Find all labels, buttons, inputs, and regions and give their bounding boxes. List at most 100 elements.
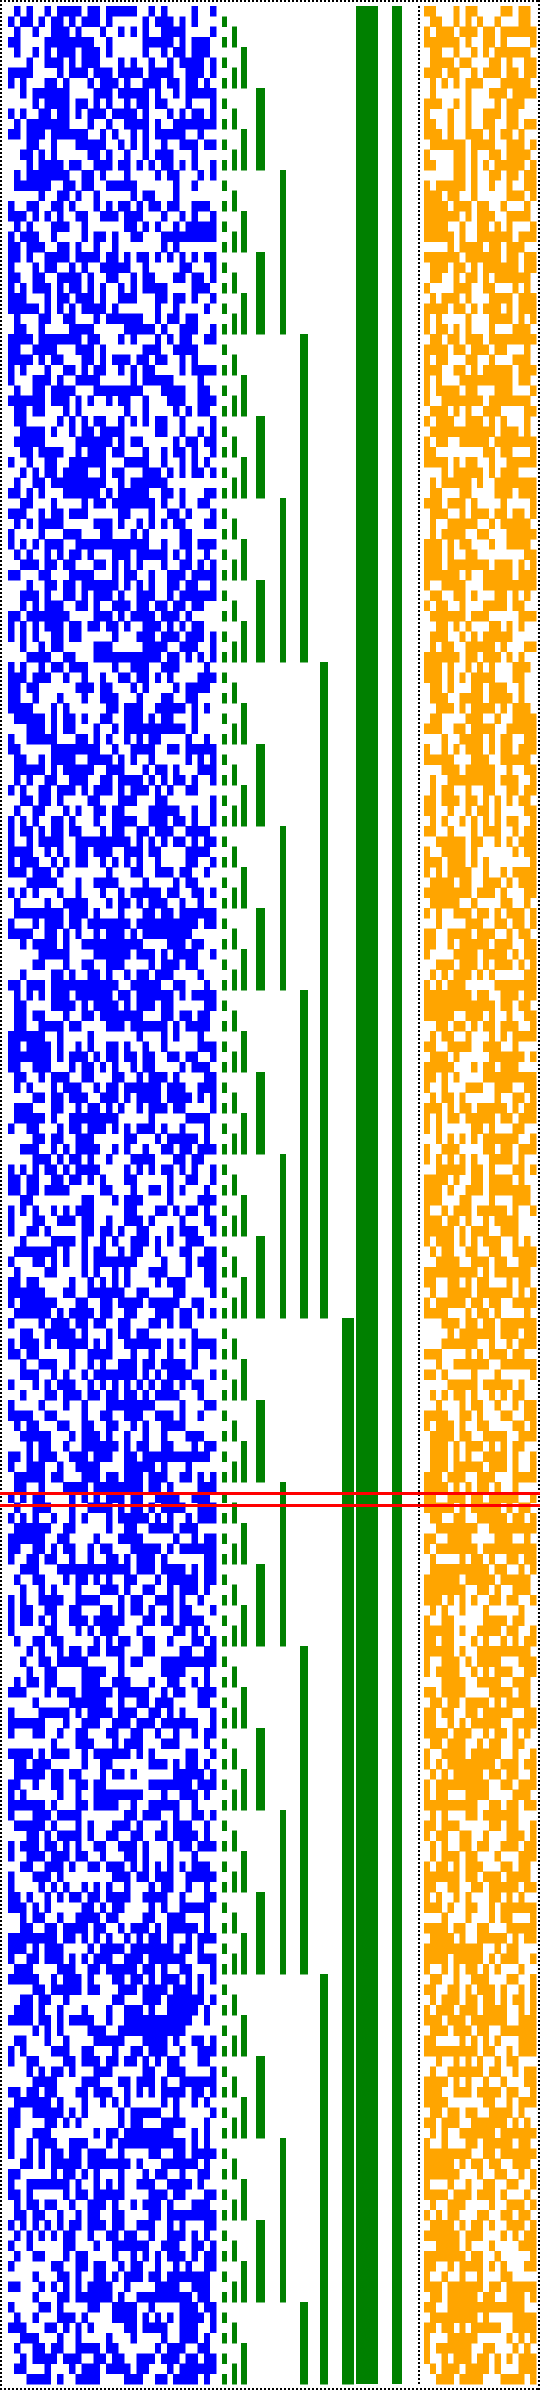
random-cell	[63, 1851, 70, 1862]
random-cell	[44, 1051, 52, 1063]
random-cell	[142, 1840, 150, 1852]
counter-bit-6	[320, 1215, 328, 1227]
random-cell	[20, 2004, 27, 2016]
random-cell	[32, 1933, 39, 1944]
random-cell	[148, 1266, 156, 1278]
random-cell	[26, 1123, 33, 1134]
random-cell	[8, 2220, 15, 2231]
random-cell	[124, 1133, 131, 1145]
random-cell	[63, 1984, 70, 1995]
random-cell	[154, 221, 162, 232]
random-cell	[173, 877, 180, 888]
random-cell	[148, 2066, 156, 2077]
random-cell	[124, 1318, 131, 1329]
random-cell	[185, 1051, 192, 1063]
counter-bit-1	[232, 774, 237, 786]
random-cell	[105, 36, 113, 48]
random-cell	[93, 590, 101, 601]
random-cell	[50, 836, 58, 847]
random-cell	[20, 2158, 27, 2170]
random-cell	[173, 815, 180, 827]
random-cell	[8, 1225, 15, 1237]
random-cell	[8, 1933, 15, 1944]
random-cell	[185, 1543, 192, 1555]
random-cell	[99, 559, 107, 571]
random-cell	[154, 1799, 162, 1811]
random-cell	[32, 1154, 39, 1165]
random-cell	[105, 713, 113, 724]
random-cell	[130, 1195, 137, 1206]
random-cell	[191, 344, 198, 355]
counter-bit-2	[241, 1277, 247, 1288]
random-cell	[173, 1031, 180, 1042]
random-cell	[142, 1451, 150, 1462]
counter-bit-2	[241, 1963, 247, 1975]
random-cell	[191, 805, 198, 817]
random-cell	[197, 1861, 205, 1872]
random-cell	[87, 375, 94, 386]
random-cell	[50, 395, 58, 407]
random-cell	[63, 2271, 70, 2282]
counter-bit-7	[342, 1553, 354, 1565]
counter-bit-7	[342, 2199, 354, 2211]
counter-bit-4	[280, 1184, 286, 1196]
counter-bit-6	[320, 1072, 328, 1083]
random-cell	[56, 1646, 64, 1657]
random-cell	[87, 2281, 94, 2293]
random-cell	[112, 426, 119, 437]
random-cell	[148, 1338, 156, 1350]
random-cell	[81, 354, 88, 366]
random-cell	[160, 6, 168, 17]
random-cell	[191, 1789, 198, 1801]
random-cell	[99, 1113, 107, 1124]
random-cell	[99, 1687, 107, 1698]
counter-bit-6	[320, 744, 328, 755]
random-cell	[209, 6, 217, 17]
counter-bit-3	[256, 282, 265, 294]
random-cell	[112, 1584, 119, 1596]
random-cell	[148, 1451, 156, 1462]
counter-bit-5	[300, 375, 308, 386]
random-cell	[32, 2056, 39, 2067]
random-cell	[130, 1471, 137, 1483]
counter-bit-0	[222, 180, 227, 191]
random-cell	[185, 2322, 192, 2334]
random-cell	[69, 713, 76, 724]
random-cell	[179, 559, 186, 571]
random-cell	[112, 2312, 119, 2323]
random-cell	[50, 2045, 58, 2057]
random-cell	[69, 2168, 76, 2180]
random-cell	[160, 1072, 168, 1083]
random-cell	[191, 1154, 198, 1165]
counter-bit-4	[280, 1851, 286, 1862]
random-cell	[179, 1912, 186, 1924]
random-cell	[209, 2035, 217, 2047]
counter-bit-3	[256, 918, 265, 929]
random-cell	[93, 754, 101, 765]
random-cell	[191, 1020, 198, 1032]
random-cell	[8, 1379, 15, 1391]
counter-bit-5	[300, 457, 308, 468]
random-cell	[93, 795, 101, 806]
random-cell	[87, 149, 94, 161]
random-cell	[209, 2148, 217, 2159]
random-cell	[38, 2097, 46, 2108]
random-cell	[75, 375, 82, 386]
random-cell	[69, 272, 76, 284]
random-cell	[38, 2209, 46, 2221]
random-cell	[124, 2373, 131, 2385]
random-cell	[75, 1318, 82, 1329]
random-cell	[197, 1687, 205, 1698]
random-cell	[56, 395, 64, 407]
random-cell	[179, 1984, 186, 1995]
random-cell	[93, 990, 101, 1001]
random-cell	[105, 1420, 113, 1432]
counter-bit-4	[280, 651, 286, 663]
random-cell	[203, 221, 211, 232]
random-cell	[136, 1871, 143, 1883]
counter-bit-3	[256, 1400, 265, 1411]
random-cell	[87, 1717, 94, 1729]
random-cell	[154, 1779, 162, 1790]
counter-bit-4	[280, 641, 286, 653]
random-cell	[20, 1912, 27, 1924]
